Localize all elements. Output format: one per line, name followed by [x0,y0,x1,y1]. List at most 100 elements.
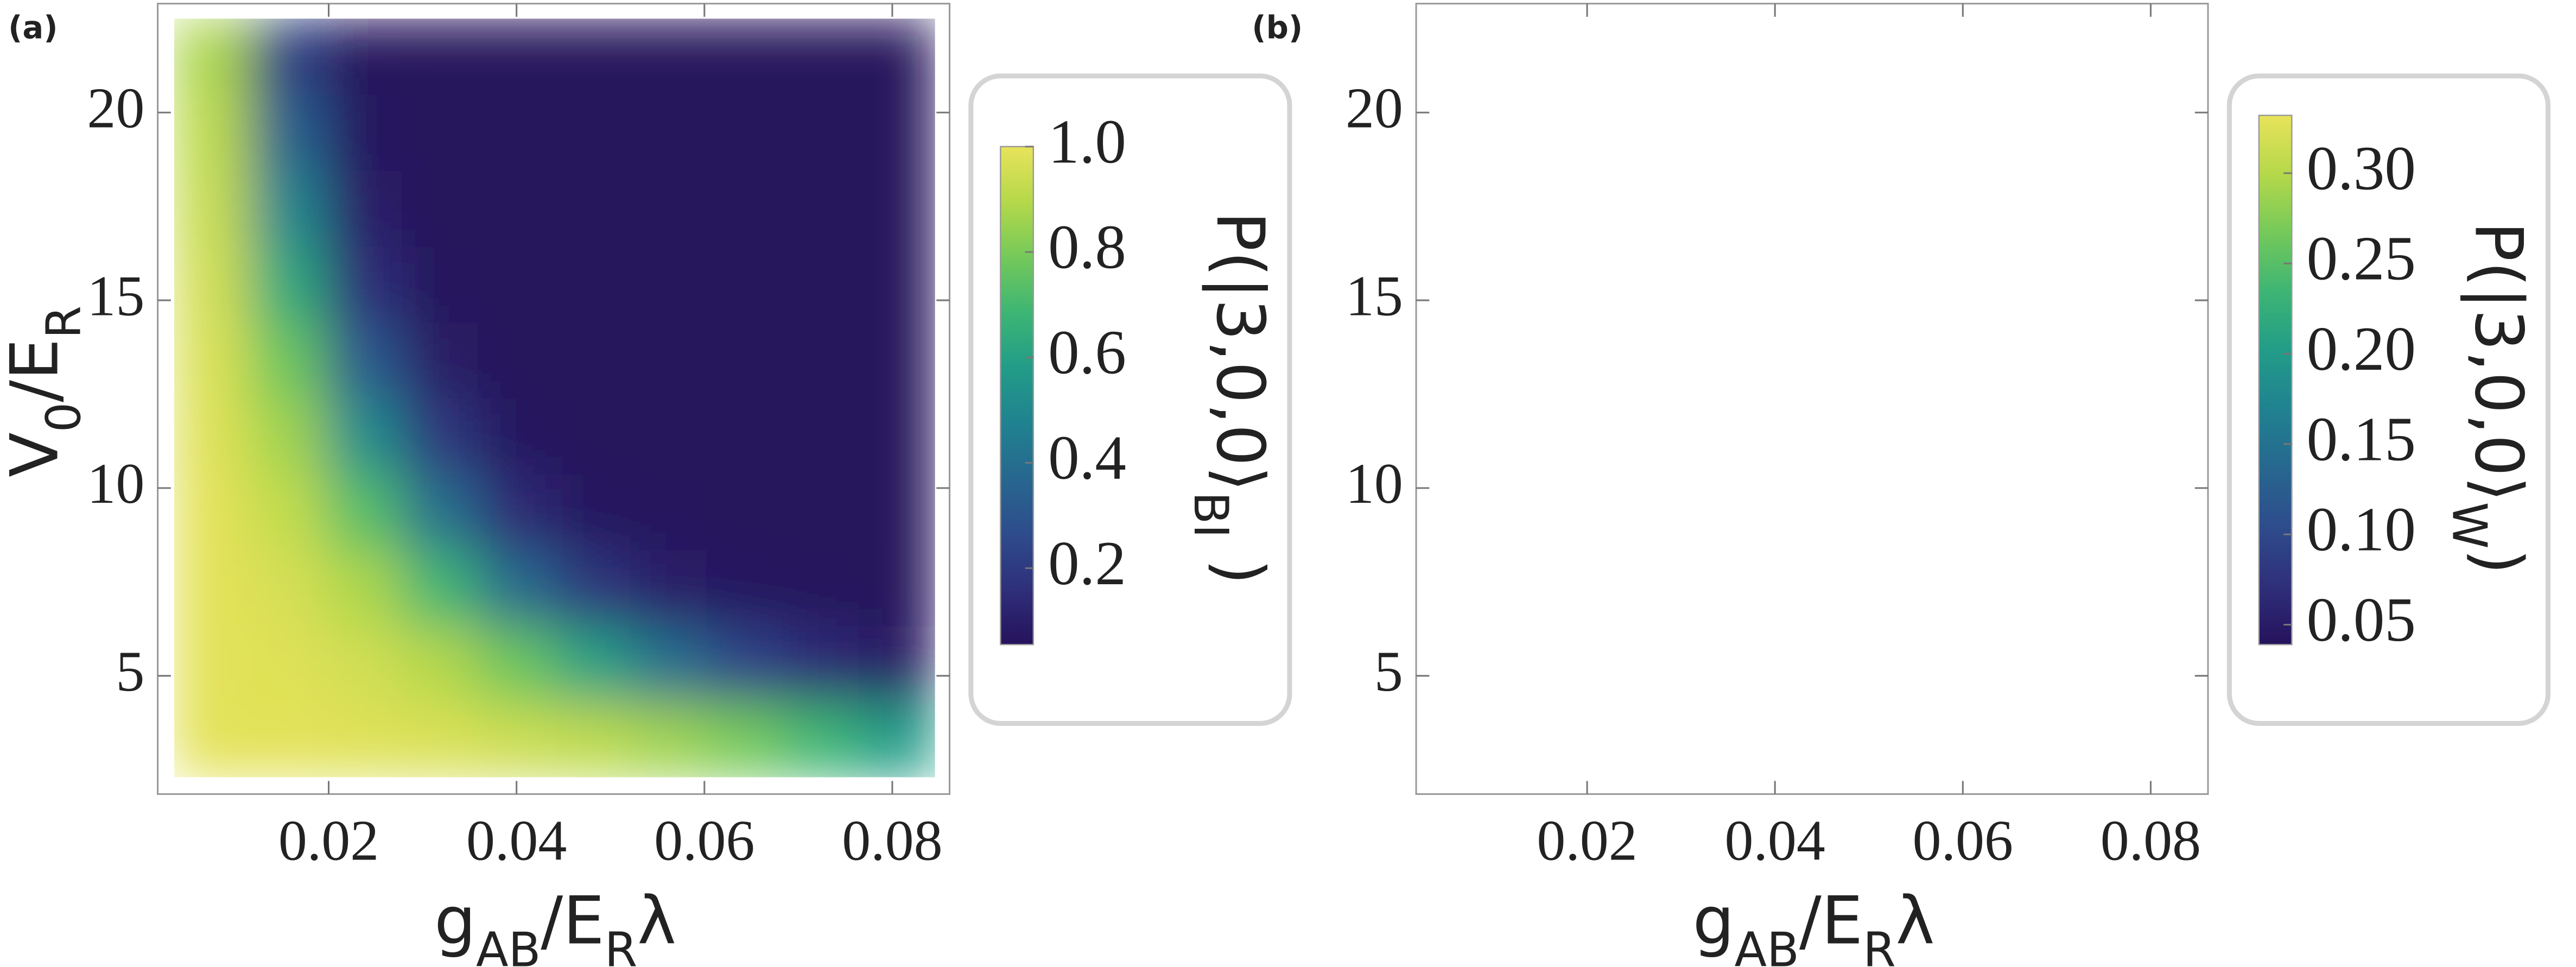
heatmap-cell [401,169,480,247]
label-part: 0 [36,402,92,432]
heatmap-cell [2040,473,2118,551]
heatmap-cell [174,473,251,551]
heatmap-cell [401,548,480,627]
heatmap-cell [2116,18,2194,96]
label-part: P(|3,0,0⟩ [1202,211,1278,491]
colorbar-tick-label: 0.15 [2307,405,2416,473]
heatmap-cell [249,473,327,551]
heatmap-cell [1964,700,2042,778]
label-part: P(|3,0,0⟩ [2460,222,2536,502]
heatmap-cell [1888,473,1966,551]
heatmap-cell [2040,94,2118,172]
label-part: W [2442,502,2497,549]
heatmap-cell [1812,169,1890,247]
heatmap-cell [858,473,935,551]
heatmap-cell [630,18,708,96]
heatmap-cell [1964,549,2042,627]
colorbar [2258,115,2293,646]
heatmap-cell [478,700,556,778]
heatmap-cell [401,93,480,172]
y-tick-label: 20 [1346,77,1403,140]
heatmap-cell [2040,397,2118,475]
heatmap-cell [630,397,708,475]
heatmap-cell [174,18,251,96]
panel-label: (a) [8,10,58,46]
panel: (b) 0.02 0.04 0.06 0.08 5 10 15 20 gAB/ERλ 0.05 0.1… [1252,3,2551,967]
heatmap-cell [1660,245,1737,323]
y-tick-label: 5 [1374,640,1403,703]
heatmap-cell [1432,473,1509,551]
x-tick-label: 0.06 [654,809,754,873]
heatmap-cell [1888,700,1966,778]
heatmap-cell [706,18,784,96]
label-part: λ [637,883,676,959]
heatmap-cell [1964,473,2042,551]
heatmap-cell [706,624,784,703]
heatmap-cell [554,18,632,96]
heatmap-cell [1432,625,1509,703]
heatmap-cell [2116,94,2194,172]
heatmap-cell [1964,245,2042,323]
heatmap-cell [249,321,327,399]
colorbar-tick-label: 0.05 [2307,585,2416,654]
heatmap-cell [325,397,403,475]
heatmap-cell [249,169,327,247]
heatmap-cell [1584,700,1661,778]
heatmap-cell [630,624,708,703]
heatmap-cell [1888,625,1966,703]
heatmap-cell [478,245,556,323]
heatmap-cell [249,548,327,627]
label-part: AB [1735,922,1799,967]
heatmap-cell [1660,94,1737,172]
heatmap-cell [858,93,935,172]
label-part: V [0,432,73,477]
heatmap-cell [858,548,935,627]
heatmap-cell [2040,18,2118,96]
heatmap-cell [478,473,556,551]
heatmap-cell [2040,625,2118,703]
y-axis-label: V0/ER [0,306,92,477]
heatmap-cell [174,624,251,703]
heatmap-cell [1812,549,1890,627]
heatmap-cell [1964,625,2042,703]
heatmap [1432,18,2194,778]
heatmap-cell [478,169,556,247]
x-tick-label: 0.04 [466,809,567,873]
panel: (a)0.02 0.04 0.06 0.085101520gAB/ERλV0/ER0.… [0,3,1292,967]
heatmap-cell [1888,245,1966,323]
heatmap-cell [325,169,403,247]
label-part: R [605,922,638,967]
colorbar-tick-label: 0.8 [1048,213,1126,282]
colorbar-tick-label: 1.0 [1048,107,1126,176]
heatmap-cell [174,397,251,475]
x-axis-label: gAB/ERλ [1693,883,1935,967]
heatmap-cell [1508,625,1585,703]
heatmap-cell [630,169,708,247]
heatmap-cell [1660,625,1737,703]
colorbar-box [968,73,1292,726]
heatmap-cell [1660,473,1737,551]
label-part: /E [1799,883,1863,959]
heatmap-cell [174,321,251,399]
heatmap-cell [249,700,327,778]
heatmap-cell [782,321,860,399]
heatmap-cell [478,18,556,96]
heatmap-cell [554,169,632,247]
heatmap-cell [706,93,784,172]
heatmap-cell [1508,169,1585,247]
heatmap-cell [1888,549,1966,627]
heatmap-cell [706,473,784,551]
heatmap-cell [1584,321,1661,399]
colorbar-label: P(|3,0,0⟩W) [2442,222,2537,574]
heatmap-cell [325,93,403,172]
heatmap-cell [325,18,403,96]
heatmap-cell [858,321,935,399]
heatmap-cell [1432,549,1509,627]
heatmap-cell [2040,549,2118,627]
heatmap-cell [1736,549,1814,627]
heatmap-cell [174,700,251,778]
heatmap-cell [1812,94,1890,172]
heatmap-cell [782,624,860,703]
heatmap-cell [401,700,480,778]
